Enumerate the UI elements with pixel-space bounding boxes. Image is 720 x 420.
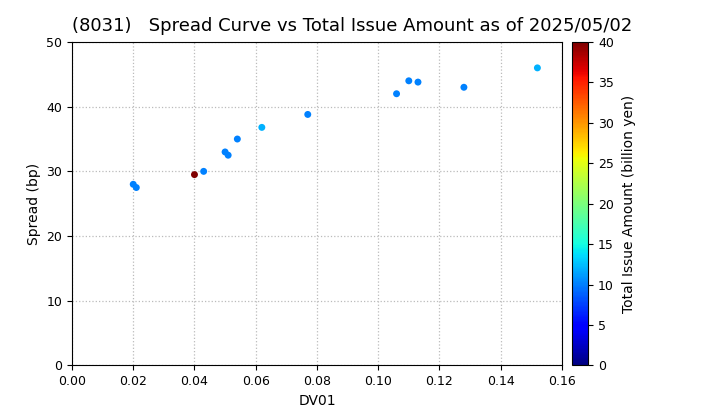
Point — [256, 124, 268, 131]
Y-axis label: Total Issue Amount (billion yen): Total Issue Amount (billion yen) — [622, 94, 636, 313]
Point — [222, 152, 234, 158]
Point — [130, 184, 142, 191]
Point — [391, 90, 402, 97]
Point — [198, 168, 210, 175]
Point — [232, 136, 243, 142]
Point — [189, 171, 200, 178]
Y-axis label: Spread (bp): Spread (bp) — [27, 163, 41, 245]
Point — [302, 111, 313, 118]
Point — [458, 84, 469, 91]
Text: (8031)   Spread Curve vs Total Issue Amount as of 2025/05/02: (8031) Spread Curve vs Total Issue Amoun… — [72, 17, 632, 35]
Point — [127, 181, 139, 188]
Point — [413, 79, 424, 85]
Point — [220, 149, 231, 155]
Point — [531, 65, 543, 71]
Point — [403, 77, 415, 84]
X-axis label: DV01: DV01 — [298, 394, 336, 408]
